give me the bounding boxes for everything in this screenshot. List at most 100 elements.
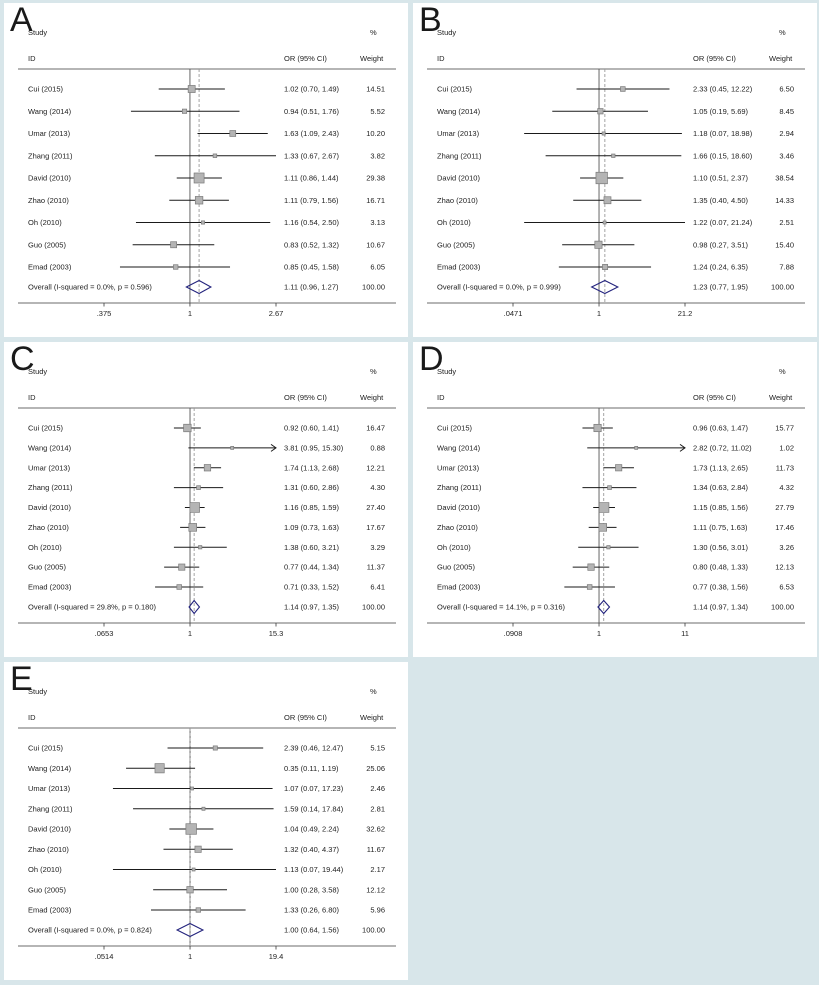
- overall-or-ci-value: 1.14 (0.97, 1.35): [284, 603, 340, 612]
- or-ci-column-header: OR (95% CI): [693, 54, 736, 63]
- or-ci-value: 1.18 (0.07, 18.98): [693, 129, 753, 138]
- study-id-label: Zhang (2011): [437, 151, 482, 160]
- study-id-label: Oh (2010): [28, 543, 62, 552]
- weight-column-header: Weight: [360, 393, 384, 402]
- study-id-label: Emad (2003): [28, 583, 72, 592]
- or-ci-value: 1.30 (0.56, 3.01): [693, 543, 749, 552]
- or-marker: [597, 108, 604, 115]
- axis-tick-label: 21.2: [678, 309, 693, 318]
- or-marker: [183, 423, 192, 433]
- or-marker: [594, 240, 603, 249]
- id-column-header: ID: [28, 54, 36, 63]
- or-ci-value: 1.15 (0.85, 1.56): [693, 503, 749, 512]
- or-marker: [185, 823, 197, 835]
- weight-column-header: Weight: [360, 54, 384, 63]
- weight-column-header: Weight: [769, 393, 793, 402]
- or-marker: [200, 220, 205, 225]
- study-id-label: David (2010): [437, 503, 480, 512]
- or-ci-value: 1.16 (0.54, 2.50): [284, 218, 340, 227]
- axis-tick-label: 15.3: [269, 629, 284, 638]
- or-marker: [201, 806, 206, 811]
- panel-letter: C: [10, 342, 35, 378]
- or-ci-value: 1.59 (0.14, 17.84): [284, 804, 344, 813]
- weight-value: 6.05: [370, 263, 385, 272]
- or-ci-value: 1.74 (1.13, 2.68): [284, 463, 340, 472]
- or-ci-value: 1.63 (1.09, 2.43): [284, 129, 340, 138]
- study-id-label: Emad (2003): [437, 263, 481, 272]
- or-ci-value: 1.00 (0.28, 3.58): [284, 885, 340, 894]
- weight-value: 7.88: [779, 263, 794, 272]
- percent-column-header: %: [370, 687, 377, 696]
- or-ci-value: 1.73 (1.13, 2.65): [693, 463, 749, 472]
- study-column-header: Study: [28, 28, 47, 37]
- id-column-header: ID: [28, 393, 36, 402]
- panel-letter: B: [419, 3, 442, 39]
- axis-tick-label: 11: [681, 629, 689, 638]
- or-ci-value: 1.11 (0.86, 1.44): [284, 174, 339, 183]
- study-id-label: Wang (2014): [437, 443, 481, 452]
- or-ci-value: 1.33 (0.67, 2.67): [284, 151, 340, 160]
- study-column-header: Study: [28, 687, 47, 696]
- overall-diamond: [175, 922, 205, 938]
- study-column-header: Study: [437, 28, 456, 37]
- or-ci-value: 0.80 (0.48, 1.33): [693, 563, 749, 572]
- weight-value: 2.81: [370, 804, 385, 813]
- percent-column-header: %: [370, 367, 377, 376]
- or-ci-value: 0.77 (0.38, 1.56): [693, 583, 749, 592]
- forest-panel-c: C Study% ID OR (95% CI) Weight Cui (2015) 0.92…: [4, 340, 408, 657]
- or-ci-value: 1.11 (0.79, 1.56): [284, 196, 339, 205]
- or-marker: [194, 845, 202, 853]
- study-id-label: Oh (2010): [437, 543, 471, 552]
- weight-value: 5.52: [370, 107, 385, 116]
- axis-tick-label: .0471: [504, 309, 523, 318]
- or-ci-value: 2.82 (0.72, 11.02): [693, 443, 752, 452]
- percent-column-header: %: [779, 28, 786, 37]
- or-marker: [586, 584, 593, 590]
- percent-column-header: %: [779, 367, 786, 376]
- or-marker: [154, 763, 165, 774]
- id-column-header: ID: [437, 393, 445, 402]
- study-id-label: Zhang (2011): [28, 804, 73, 813]
- weight-value: 11.67: [367, 845, 385, 854]
- or-marker: [173, 264, 179, 270]
- panel-letter: A: [10, 3, 33, 39]
- or-marker: [186, 886, 194, 894]
- weight-value: 5.96: [370, 906, 385, 915]
- or-ci-value: 0.92 (0.60, 1.41): [284, 424, 340, 433]
- or-ci-value: 1.32 (0.40, 4.37): [284, 845, 340, 854]
- or-ci-value: 1.10 (0.51, 2.37): [693, 174, 749, 183]
- overall-label: Overall (I-squared = 0.0%, p = 0.824): [28, 926, 152, 935]
- weight-value: 38.54: [775, 174, 794, 183]
- study-id-label: Umar (2013): [28, 784, 71, 793]
- weight-value: 16.47: [366, 424, 385, 433]
- overall-weight-value: 100.00: [362, 603, 385, 612]
- weight-value: 27.79: [775, 503, 794, 512]
- or-ci-value: 0.98 (0.27, 3.51): [693, 240, 749, 249]
- study-id-label: Emad (2003): [28, 263, 72, 272]
- or-marker: [178, 563, 186, 571]
- study-id-label: Umar (2013): [437, 463, 480, 472]
- axis-tick-label: 1: [597, 629, 601, 638]
- axis-tick-label: 1: [188, 952, 192, 961]
- weight-value: 17.46: [775, 523, 794, 532]
- study-id-label: Guo (2005): [437, 563, 475, 572]
- study-id-label: Zhao (2010): [28, 845, 69, 854]
- or-ci-value: 1.24 (0.24, 6.35): [693, 263, 749, 272]
- study-id-label: Oh (2010): [28, 218, 62, 227]
- overall-diamond: [188, 599, 201, 615]
- id-column-header: ID: [28, 713, 36, 722]
- overall-or-ci-value: 1.23 (0.77, 1.95): [693, 283, 749, 292]
- or-ci-column-header: OR (95% CI): [693, 393, 736, 402]
- or-marker: [193, 172, 205, 184]
- weight-value: 5.15: [370, 744, 385, 753]
- or-marker: [196, 485, 201, 490]
- study-id-label: David (2010): [28, 503, 71, 512]
- weight-value: 6.53: [779, 583, 794, 592]
- study-id-label: Umar (2013): [28, 463, 71, 472]
- weight-value: 4.32: [779, 483, 794, 492]
- or-marker: [191, 867, 196, 872]
